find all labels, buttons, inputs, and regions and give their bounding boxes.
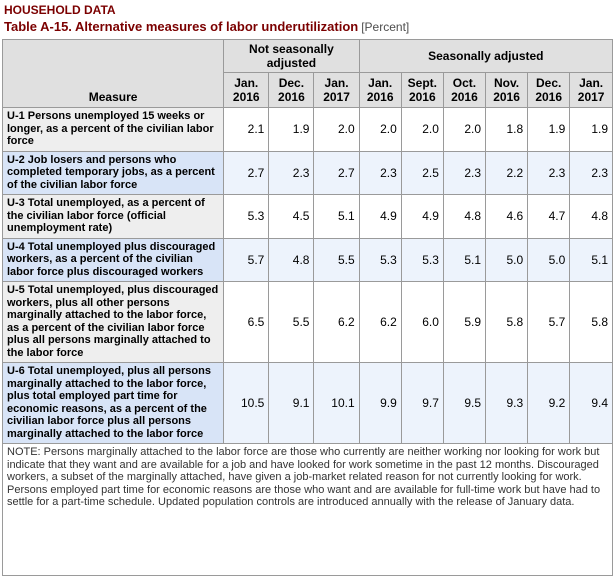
value-cell: 5.3 xyxy=(223,194,270,239)
value-cell: 2.3 xyxy=(359,151,402,195)
value-cell: 2.0 xyxy=(443,107,487,152)
value-cell: 5.3 xyxy=(401,238,444,282)
value-cell: 5.8 xyxy=(485,281,529,363)
value-cell: 5.0 xyxy=(527,238,571,282)
column-header-2: Jan. 2017 xyxy=(313,72,360,108)
measure-column-header: Measure xyxy=(3,40,225,108)
measure-cell: U-5 Total unemployed, plus discouraged w… xyxy=(3,281,225,363)
value-cell: 1.9 xyxy=(569,107,612,152)
value-cell: 9.9 xyxy=(359,362,402,444)
table-title-qualifier: [Percent] xyxy=(361,20,410,34)
page-header: HOUSEHOLD DATA Table A-15. Alternative m… xyxy=(0,0,615,39)
table-container: Measure Not seasonally adjusted Seasonally… xyxy=(2,39,613,576)
value-cell: 9.3 xyxy=(485,362,529,444)
group-header-0: Not seasonally adjusted xyxy=(223,40,360,73)
column-header-4: Sept. 2016 xyxy=(401,72,444,108)
value-cell: 5.7 xyxy=(223,238,270,282)
value-cell: 5.5 xyxy=(313,238,360,282)
column-header-1: Dec. 2016 xyxy=(268,72,315,108)
table-body: U-1 Persons unemployed 15 weeks or longe… xyxy=(3,107,612,444)
value-cell: 9.5 xyxy=(443,362,487,444)
value-cell: 4.9 xyxy=(401,194,444,239)
table-title: Table A-15. Alternative measures of labo… xyxy=(4,19,359,34)
value-cell: 5.1 xyxy=(569,238,612,282)
value-cell: 2.5 xyxy=(401,151,444,195)
column-header-8: Jan. 2017 xyxy=(569,72,612,108)
value-cell: 2.0 xyxy=(359,107,402,152)
value-cell: 1.9 xyxy=(268,107,315,152)
value-cell: 1.9 xyxy=(527,107,571,152)
measure-cell: U-4 Total unemployed plus discouraged wo… xyxy=(3,238,225,282)
column-header-3: Jan. 2016 xyxy=(359,72,402,108)
value-cell: 6.2 xyxy=(313,281,360,363)
value-cell: 2.3 xyxy=(268,151,315,195)
table-row: U-4 Total unemployed plus discouraged wo… xyxy=(3,238,612,282)
column-header-6: Nov. 2016 xyxy=(485,72,529,108)
table-row: U-2 Job losers and persons who completed… xyxy=(3,151,612,195)
measure-cell: U-3 Total unemployed, as a percent of th… xyxy=(3,194,225,239)
table-row: U-3 Total unemployed, as a percent of th… xyxy=(3,194,612,239)
group-header-1: Seasonally adjusted xyxy=(359,40,612,73)
value-cell: 4.8 xyxy=(569,194,612,239)
table-row: U-5 Total unemployed, plus discouraged w… xyxy=(3,281,612,363)
value-cell: 6.5 xyxy=(223,281,270,363)
measure-cell: U-2 Job losers and persons who completed… xyxy=(3,151,225,195)
value-cell: 2.7 xyxy=(313,151,360,195)
column-header-0: Jan. 2016 xyxy=(223,72,270,108)
value-cell: 9.2 xyxy=(527,362,571,444)
value-cell: 5.0 xyxy=(485,238,529,282)
value-cell: 2.3 xyxy=(443,151,487,195)
value-cell: 5.3 xyxy=(359,238,402,282)
value-cell: 10.1 xyxy=(313,362,360,444)
data-table: Measure Not seasonally adjusted Seasonally… xyxy=(3,40,612,444)
column-header-7: Dec. 2016 xyxy=(527,72,571,108)
value-cell: 4.8 xyxy=(443,194,487,239)
value-cell: 4.6 xyxy=(485,194,529,239)
value-cell: 5.1 xyxy=(313,194,360,239)
value-cell: 9.1 xyxy=(268,362,315,444)
measure-cell: U-1 Persons unemployed 15 weeks or longe… xyxy=(3,107,225,152)
value-cell: 2.0 xyxy=(313,107,360,152)
table-note: NOTE: Persons marginally attached to the… xyxy=(3,444,612,575)
table-header: Measure Not seasonally adjusted Seasonally… xyxy=(3,40,612,108)
column-header-5: Oct. 2016 xyxy=(443,72,487,108)
value-cell: 6.2 xyxy=(359,281,402,363)
page-title: HOUSEHOLD DATA xyxy=(4,3,116,17)
value-cell: 10.5 xyxy=(223,362,270,444)
value-cell: 5.9 xyxy=(443,281,487,363)
value-cell: 5.7 xyxy=(527,281,571,363)
value-cell: 2.3 xyxy=(569,151,612,195)
value-cell: 5.1 xyxy=(443,238,487,282)
value-cell: 2.7 xyxy=(223,151,270,195)
value-cell: 5.8 xyxy=(569,281,612,363)
value-cell: 6.0 xyxy=(401,281,444,363)
value-cell: 9.4 xyxy=(569,362,612,444)
value-cell: 2.0 xyxy=(401,107,444,152)
value-cell: 4.7 xyxy=(527,194,571,239)
value-cell: 4.5 xyxy=(268,194,315,239)
value-cell: 2.2 xyxy=(485,151,529,195)
value-cell: 5.5 xyxy=(268,281,315,363)
table-row: U-1 Persons unemployed 15 weeks or longe… xyxy=(3,107,612,152)
value-cell: 4.9 xyxy=(359,194,402,239)
value-cell: 1.8 xyxy=(485,107,529,152)
measure-cell: U-6 Total unemployed, plus all persons m… xyxy=(3,362,225,444)
value-cell: 9.7 xyxy=(401,362,444,444)
value-cell: 4.8 xyxy=(268,238,315,282)
value-cell: 2.1 xyxy=(223,107,270,152)
table-row: U-6 Total unemployed, plus all persons m… xyxy=(3,362,612,444)
table-title-line: Table A-15. Alternative measures of labo… xyxy=(4,18,611,36)
value-cell: 2.3 xyxy=(527,151,571,195)
